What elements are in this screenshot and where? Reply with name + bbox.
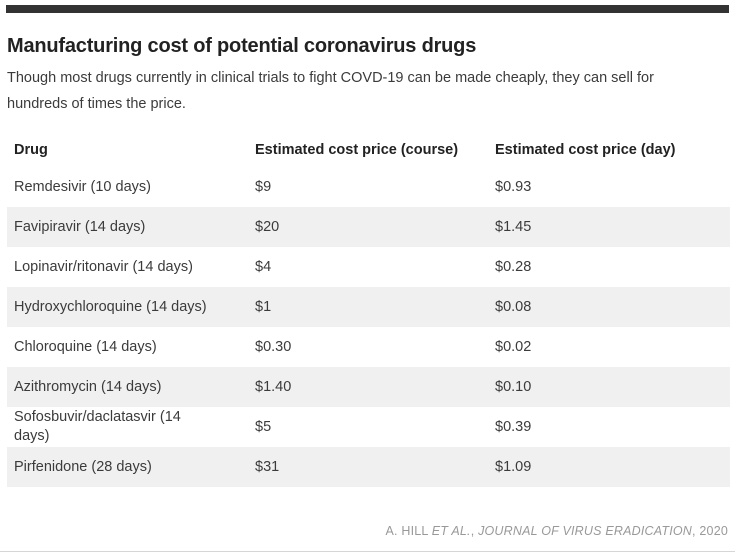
top-accent-bar bbox=[6, 5, 729, 13]
table-row: Sofosbuvir/daclatasvir (14 days) $5 $0.3… bbox=[7, 407, 730, 447]
drug-name-cell: Chloroquine (14 days) bbox=[14, 338, 157, 355]
column-header-drug: Drug bbox=[14, 142, 48, 158]
drug-cost-table: Drug Estimated cost price (course) Estim… bbox=[7, 133, 730, 487]
table-row: Hydroxychloroquine (14 days) $1 $0.08 bbox=[7, 287, 730, 327]
drug-name-cell: Hydroxychloroquine (14 days) bbox=[14, 298, 207, 315]
day-price-cell: $0.10 bbox=[495, 378, 532, 395]
drug-name-cell: Azithromycin (14 days) bbox=[14, 378, 162, 395]
course-price-cell: $9 bbox=[255, 178, 272, 195]
table-header: Drug Estimated cost price (course) Estim… bbox=[7, 133, 730, 167]
table-body: Remdesivir (10 days) $9 $0.93 Favipiravi… bbox=[7, 167, 730, 487]
day-price-cell: $0.02 bbox=[495, 338, 532, 355]
drug-name-cell: Favipiravir (14 days) bbox=[14, 218, 146, 235]
table-row: Chloroquine (14 days) $0.30 $0.02 bbox=[7, 327, 730, 367]
course-price-cell: $1 bbox=[255, 298, 272, 315]
subtitle: Though most drugs currently in clinical … bbox=[7, 70, 654, 112]
course-price-cell: $31 bbox=[255, 458, 280, 475]
column-header-course: Estimated cost price (course) bbox=[255, 142, 459, 158]
day-price-cell: $0.08 bbox=[495, 298, 532, 315]
credit-sep1: , bbox=[470, 524, 479, 538]
course-price-cell: $5 bbox=[255, 418, 272, 435]
bottom-divider bbox=[0, 551, 735, 552]
drug-name-cell: Sofosbuvir/daclatasvir (14 days) bbox=[14, 409, 181, 444]
source-credit: A. Hill et al., Journal of Virus Eradica… bbox=[385, 524, 728, 538]
course-price-cell: $20 bbox=[255, 218, 280, 235]
day-price-cell: $1.09 bbox=[495, 458, 532, 475]
credit-author: A. Hill bbox=[385, 524, 432, 538]
course-price-cell: $4 bbox=[255, 258, 272, 275]
course-price-cell: $0.30 bbox=[255, 338, 292, 355]
table-row: Lopinavir/ritonavir (14 days) $4 $0.28 bbox=[7, 247, 730, 287]
day-price-cell: $0.28 bbox=[495, 258, 532, 275]
day-price-cell: $0.93 bbox=[495, 178, 532, 195]
table-row: Remdesivir (10 days) $9 $0.93 bbox=[7, 167, 730, 207]
credit-year: 2020 bbox=[699, 524, 728, 538]
credit-sep2: , bbox=[692, 524, 700, 538]
table-row: Pirfenidone (28 days) $31 $1.09 bbox=[7, 447, 730, 487]
day-price-cell: $1.45 bbox=[495, 218, 532, 235]
header-row: Drug Estimated cost price (course) Estim… bbox=[7, 133, 730, 167]
course-price-cell: $1.40 bbox=[255, 378, 292, 395]
credit-journal: Journal of Virus Eradication bbox=[478, 524, 693, 538]
table-row: Azithromycin (14 days) $1.40 $0.10 bbox=[7, 367, 730, 407]
drug-name-cell: Lopinavir/ritonavir (14 days) bbox=[14, 258, 193, 275]
drug-name-cell: Pirfenidone (28 days) bbox=[14, 458, 152, 475]
credit-etal: et al. bbox=[431, 524, 471, 538]
column-header-day: Estimated cost price (day) bbox=[495, 142, 676, 158]
table-row: Favipiravir (14 days) $20 $1.45 bbox=[7, 207, 730, 247]
drug-name-cell: Remdesivir (10 days) bbox=[14, 178, 151, 195]
page-title: Manufacturing cost of potential coronavi… bbox=[7, 35, 477, 57]
day-price-cell: $0.39 bbox=[495, 418, 532, 435]
